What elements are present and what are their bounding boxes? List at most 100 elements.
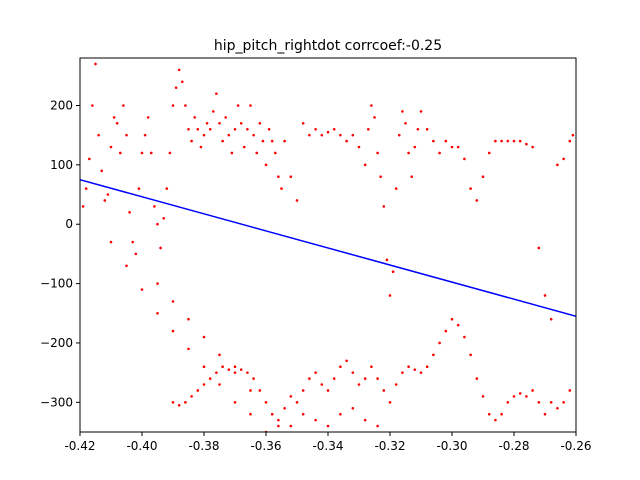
data-point bbox=[289, 424, 293, 428]
x-axis: -0.42 -0.40 -0.38 -0.36 -0.34 -0.32 -0.30 -0.28… bbox=[64, 432, 592, 453]
data-point bbox=[416, 127, 420, 131]
data-point bbox=[339, 133, 342, 137]
data-point bbox=[190, 139, 193, 143]
data-point bbox=[140, 288, 144, 291]
data-point bbox=[131, 240, 134, 244]
data-point bbox=[122, 104, 125, 107]
y-tick-label: 100 bbox=[50, 158, 73, 172]
data-point bbox=[543, 412, 547, 416]
data-point bbox=[274, 151, 277, 155]
data-point bbox=[233, 401, 237, 404]
data-point bbox=[109, 240, 113, 244]
data-point bbox=[81, 205, 85, 208]
data-point bbox=[351, 371, 355, 374]
data-point bbox=[202, 383, 206, 386]
data-point bbox=[156, 282, 159, 285]
data-point bbox=[227, 368, 231, 371]
data-point bbox=[301, 389, 305, 392]
data-point bbox=[568, 139, 572, 143]
data-point bbox=[351, 133, 355, 137]
data-point bbox=[218, 353, 221, 357]
data-point bbox=[270, 139, 274, 143]
data-point bbox=[283, 406, 286, 410]
data-point bbox=[193, 116, 196, 119]
data-point bbox=[562, 157, 565, 161]
data-point bbox=[376, 151, 379, 155]
data-point bbox=[481, 395, 485, 398]
data-point bbox=[487, 151, 491, 155]
data-point bbox=[94, 62, 97, 66]
data-point bbox=[208, 127, 212, 131]
data-point bbox=[512, 395, 516, 398]
data-point bbox=[215, 371, 218, 374]
data-point bbox=[106, 193, 110, 196]
data-point bbox=[506, 401, 510, 404]
data-point bbox=[379, 175, 383, 179]
chart-title: hip_pitch_rightdot corrcoef:-0.25 bbox=[214, 38, 442, 54]
data-point bbox=[184, 401, 187, 404]
data-point bbox=[199, 145, 203, 149]
data-point bbox=[261, 139, 265, 143]
data-point bbox=[571, 133, 575, 137]
data-point bbox=[208, 377, 212, 380]
data-point bbox=[370, 365, 373, 369]
data-point bbox=[543, 294, 547, 297]
data-point bbox=[177, 68, 181, 72]
data-point bbox=[332, 377, 336, 380]
x-tick-label: -0.40 bbox=[126, 439, 157, 453]
data-point bbox=[97, 133, 100, 137]
y-axis: 200 100 0 −100 −200 −300 bbox=[40, 98, 80, 409]
data-point bbox=[205, 122, 209, 125]
data-point bbox=[450, 145, 454, 149]
data-point bbox=[444, 329, 448, 333]
data-point bbox=[233, 371, 237, 374]
x-tick-label: -0.38 bbox=[188, 439, 219, 453]
data-point bbox=[212, 110, 215, 113]
data-point bbox=[255, 151, 258, 155]
data-point bbox=[221, 139, 224, 143]
data-point bbox=[394, 187, 398, 190]
data-point bbox=[134, 252, 138, 256]
data-point bbox=[425, 365, 429, 369]
data-point bbox=[258, 122, 262, 125]
data-point bbox=[218, 122, 221, 125]
data-point bbox=[500, 139, 503, 143]
data-point bbox=[301, 122, 305, 125]
x-tick-label: -0.30 bbox=[436, 439, 467, 453]
fit-line bbox=[80, 178, 576, 317]
data-point bbox=[410, 175, 414, 179]
data-point bbox=[388, 401, 392, 404]
data-point bbox=[153, 205, 156, 208]
data-point bbox=[382, 205, 386, 208]
data-point bbox=[506, 139, 510, 143]
data-point bbox=[249, 104, 252, 107]
data-point bbox=[419, 371, 423, 374]
data-point bbox=[246, 127, 249, 131]
data-point bbox=[202, 133, 206, 137]
data-point bbox=[171, 104, 175, 107]
data-point bbox=[236, 104, 240, 107]
data-point bbox=[258, 389, 262, 392]
data-point bbox=[187, 347, 190, 351]
data-point bbox=[156, 222, 159, 226]
data-point bbox=[556, 406, 559, 410]
data-point bbox=[413, 145, 417, 149]
data-point bbox=[301, 412, 305, 416]
data-point bbox=[140, 151, 144, 155]
data-point bbox=[512, 139, 516, 143]
data-point bbox=[230, 151, 234, 155]
data-point bbox=[432, 139, 435, 143]
data-point bbox=[549, 401, 553, 404]
data-point bbox=[162, 216, 165, 220]
data-point bbox=[224, 116, 227, 119]
x-tick-label: -0.26 bbox=[560, 439, 591, 453]
data-point bbox=[308, 377, 311, 380]
data-point bbox=[280, 187, 283, 190]
data-point bbox=[314, 371, 317, 374]
data-point bbox=[456, 323, 460, 327]
data-point bbox=[249, 389, 252, 392]
data-point bbox=[413, 368, 417, 371]
data-point bbox=[339, 365, 342, 369]
data-point bbox=[314, 418, 317, 422]
